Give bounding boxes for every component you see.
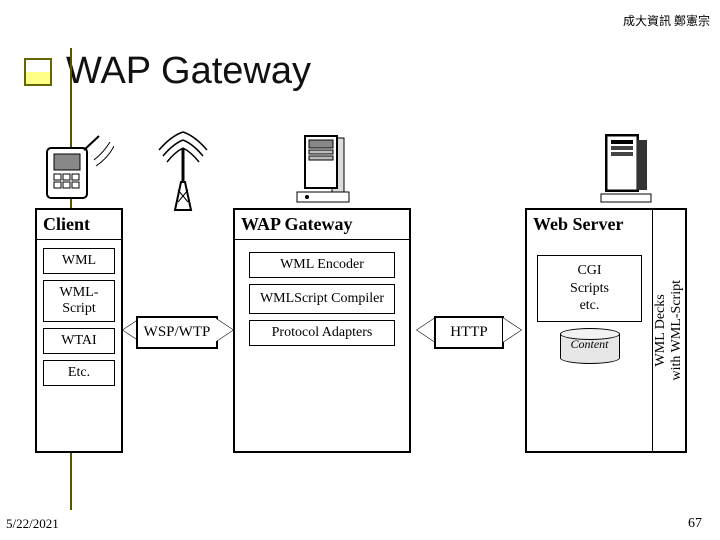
footer-date: 5/22/2021 [6,516,59,532]
gateway-header: WAP Gateway [235,210,409,240]
server-panel: Web Server CGI Scripts etc. Content WML … [525,208,687,453]
client-panel: Client WML WML-Script WTAI Etc. [35,208,123,453]
client-handset-icon [35,130,123,208]
client-header: Client [37,210,121,240]
server-column: Web Server CGI Scripts etc. Content WML … [525,130,687,453]
client-box-wml: WML [43,248,115,274]
gateway-server-icon [233,130,411,208]
arrow-gateway-left [416,318,434,342]
gateway-column: WAP Gateway WML Encoder WMLScript Compil… [233,130,411,453]
client-box-etc: Etc. [43,360,115,386]
arrow-server-right [504,318,522,342]
gateway-box-compiler-label: WMLScript Compiler [260,291,384,306]
gateway-box-encoder: WML Encoder [249,252,395,278]
header-credit: 成大資訊 鄭憲宗 [623,12,710,29]
gateway-box-compiler: WMLScript Compiler [249,284,395,314]
arrow-gateway-right [216,318,234,342]
protocol-wsp-wtp: WSP/WTP [136,316,218,349]
client-box-wtai: WTAI [43,328,115,354]
page-title: WAP Gateway [66,50,311,93]
client-column: Client WML WML-Script WTAI Etc. [35,130,123,453]
title-bullet-box [24,58,52,86]
client-box-wmlscript: WML-Script [43,280,115,322]
content-label: Content [560,337,620,352]
cell-tower-icon [148,130,218,215]
content-cylinder-icon: Content [560,328,620,364]
wap-gateway-diagram: Client WML WML-Script WTAI Etc. WSP/WTP [30,130,690,480]
protocol-http: HTTP [434,316,504,349]
server-header: Web Server [527,210,652,239]
web-server-icon [525,130,687,208]
gateway-box-adapters: Protocol Adapters [249,320,395,346]
title-row: WAP Gateway [24,50,311,93]
footer-page-number: 67 [688,516,702,532]
server-box-cgi: CGI Scripts etc. [537,255,642,322]
wml-decks-sidebar: WML Decks with WML-Script [651,274,687,386]
gateway-panel: WAP Gateway WML Encoder WMLScript Compil… [233,208,411,453]
